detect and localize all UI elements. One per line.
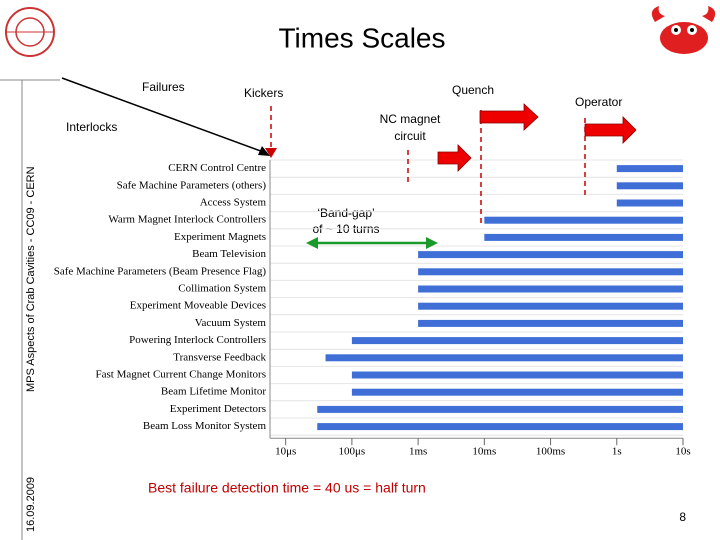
- annotation: NC magnet: [380, 112, 441, 126]
- annotation: Interlocks: [66, 120, 117, 134]
- page-number: 8: [679, 510, 686, 524]
- y-tick-label: Transverse Feedback: [173, 351, 266, 363]
- bar: [351, 371, 683, 379]
- bar: [325, 354, 683, 362]
- y-tick-label: Fast Magnet Current Change Monitors: [96, 369, 266, 381]
- y-tick-label: Experiment Detectors: [170, 403, 266, 415]
- y-tick-label: Powering Interlock Controllers: [129, 334, 266, 346]
- bar: [418, 251, 683, 259]
- bar: [418, 302, 683, 310]
- annotation: Operator: [575, 95, 622, 109]
- bar: [484, 233, 683, 241]
- x-tick-label: 10μs: [275, 446, 296, 458]
- y-tick-label: Beam Loss Monitor System: [143, 420, 267, 432]
- bar: [616, 165, 683, 173]
- y-tick-label: Experiment Moveable Devices: [130, 300, 266, 312]
- y-tick-label: Safe Machine Parameters (others): [117, 179, 267, 191]
- y-tick-label: Beam Lifetime Monitor: [161, 386, 266, 398]
- x-tick-label: 1s: [612, 446, 622, 458]
- bar: [351, 337, 683, 345]
- annotation: Kickers: [244, 86, 283, 100]
- bar: [484, 216, 683, 224]
- bar: [418, 285, 683, 293]
- bar: [616, 182, 683, 190]
- crab-logo: [651, 6, 716, 54]
- y-tick-label: CERN Control Centre: [168, 162, 266, 174]
- y-tick-label: Safe Machine Parameters (Beam Presence F…: [54, 265, 267, 277]
- y-tick-label: Access System: [200, 197, 267, 209]
- y-tick-label: Experiment Magnets: [174, 231, 266, 243]
- lhc-logo: [5, 7, 55, 57]
- annotation: ‘Band-gap’: [317, 206, 374, 220]
- annotation: Failures: [142, 80, 185, 94]
- annotation: Quench: [452, 83, 494, 97]
- x-tick-label: 1ms: [409, 446, 427, 458]
- bar: [317, 423, 683, 431]
- y-tick-label: Vacuum System: [195, 317, 267, 329]
- bar: [418, 319, 683, 327]
- x-tick-label: 100ms: [536, 446, 565, 458]
- date: 16.09.2009: [25, 477, 37, 532]
- annotation: Best failure detection time = 40 us = ha…: [148, 480, 426, 496]
- bar: [351, 388, 683, 396]
- x-tick-label: 100μs: [339, 446, 366, 458]
- bar: [317, 405, 683, 413]
- decorations: [61, 77, 637, 249]
- slide-title: Times Scales: [278, 22, 445, 53]
- x-tick-label: 10s: [675, 446, 690, 458]
- sidebar-text: MPS Aspects of Crab Cavities - CC09 - CE…: [25, 166, 37, 392]
- y-tick-label: Warm Magnet Interlock Controllers: [108, 214, 266, 226]
- bar: [418, 268, 683, 276]
- annotation: circuit: [394, 129, 426, 143]
- x-tick-label: 10ms: [472, 446, 496, 458]
- y-tick-label: Beam Television: [192, 248, 266, 260]
- y-tick-label: Collimation System: [178, 283, 266, 295]
- plot: 10μs 100μs 1ms 10ms 100ms 1s 10s CERN Control C…: [54, 159, 691, 458]
- bar: [616, 199, 683, 207]
